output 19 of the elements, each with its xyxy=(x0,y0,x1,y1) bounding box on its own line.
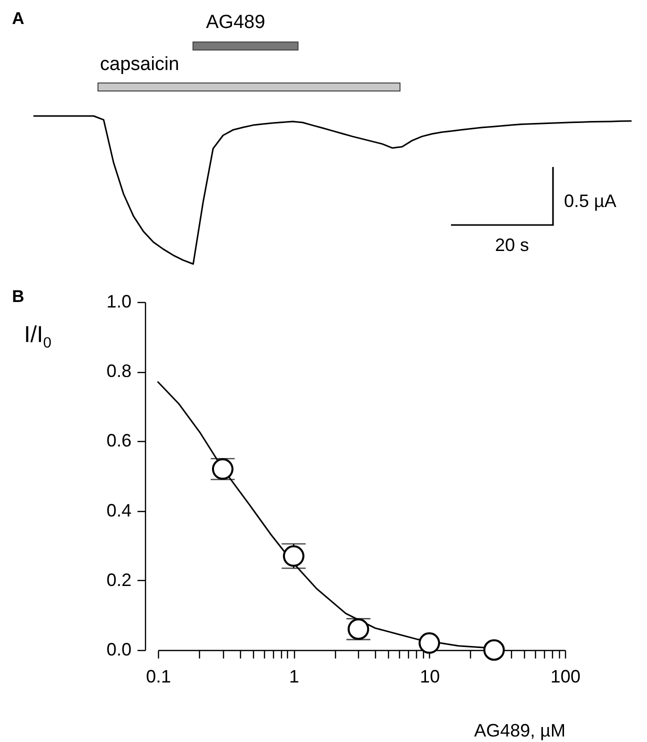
annotation: 20 s xyxy=(495,235,530,256)
y-tick-label: 1.0 xyxy=(106,292,132,312)
text: B xyxy=(12,287,24,307)
text: AG489 xyxy=(206,12,266,34)
y-tick-label: 0.4 xyxy=(106,500,132,520)
x-tick-label: 1 xyxy=(289,666,300,686)
text: capsaicin xyxy=(100,54,180,76)
y-axis-title: I/I$_{0}$ xyxy=(24,321,52,352)
point xyxy=(483,639,505,661)
annotation: 0.5 µA xyxy=(564,191,616,212)
x-axis-title: AG489, µM xyxy=(474,720,566,740)
y-tick-label: 0.8 xyxy=(106,361,132,382)
y-tick-label: 0.2 xyxy=(106,570,132,590)
x-tick-label: 100 xyxy=(550,666,581,686)
x-tick-label: 10 xyxy=(420,666,440,686)
x-tick-label: 0.1 xyxy=(146,666,172,686)
text: A xyxy=(12,9,24,29)
y-tick-label: 0.0 xyxy=(106,640,132,660)
y-tick-label: 0.6 xyxy=(106,430,132,451)
